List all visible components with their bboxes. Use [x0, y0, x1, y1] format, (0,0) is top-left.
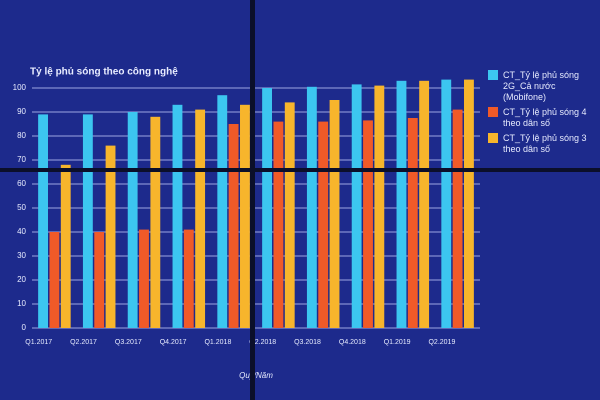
screen-bezel	[0, 168, 600, 172]
bar	[273, 121, 284, 328]
legend-item: CT_Tỷ lệ phủ sóng 3 theo dân số	[488, 133, 598, 155]
bar	[464, 79, 474, 328]
bar	[452, 109, 463, 328]
y-tick-label: 90	[17, 107, 26, 116]
y-tick-label: 80	[17, 131, 26, 140]
bar	[228, 124, 239, 328]
bar	[195, 109, 206, 328]
y-tick-label: 100	[13, 83, 27, 92]
chart-title: Tỷ lệ phủ sóng theo công nghệ	[30, 67, 178, 78]
x-tick-label: Q4.2017	[160, 339, 187, 346]
bar	[329, 100, 340, 328]
x-tick-label: Q2.2017	[70, 339, 97, 346]
bar	[396, 80, 407, 328]
x-tick-label: Q3.2018	[294, 339, 321, 346]
bar	[284, 102, 295, 329]
bar	[306, 86, 317, 328]
bar	[49, 232, 60, 328]
legend-item: CT_Tỷ lệ phủ sóng 4 theo dân số	[488, 107, 598, 129]
bar	[217, 95, 228, 328]
bar	[240, 104, 250, 328]
y-tick-label: 0	[22, 323, 27, 332]
bar	[441, 79, 452, 328]
x-axis-label: Quý/Năm	[239, 371, 273, 380]
legend-label: CT_Tỷ lệ phủ sóng 2G_Cả nước (Mobifone)	[503, 70, 580, 102]
y-tick-label: 20	[17, 275, 26, 284]
bar	[60, 164, 71, 328]
y-tick-label: 40	[17, 227, 26, 236]
legend-swatch	[488, 107, 498, 117]
screen-bezel	[250, 0, 255, 400]
legend-item: CT_Tỷ lệ phủ sóng 2G_Cả nước (Mobifone)	[488, 70, 598, 103]
y-tick-label: 70	[17, 155, 26, 164]
y-tick-label: 10	[17, 299, 26, 308]
legend-swatch	[488, 133, 498, 143]
y-tick-label: 30	[17, 251, 26, 260]
bar	[94, 232, 105, 328]
bar	[407, 118, 418, 328]
bar	[419, 80, 430, 328]
bar	[183, 229, 194, 328]
bar	[139, 229, 149, 328]
legend-swatch	[488, 70, 498, 80]
legend-label: CT_Tỷ lệ phủ sóng 4 theo dân số	[503, 107, 587, 128]
bar	[127, 112, 138, 328]
y-tick-label: 60	[17, 179, 26, 188]
x-tick-label: Q1.2019	[384, 339, 411, 346]
bar	[351, 84, 362, 329]
x-tick-label: Q2.2019	[428, 339, 455, 346]
bar	[318, 121, 329, 328]
x-tick-label: Q4.2018	[339, 339, 366, 346]
bar	[262, 88, 272, 328]
bar	[82, 114, 93, 329]
bar	[150, 116, 161, 328]
x-tick-label: Q1.2018	[204, 339, 231, 346]
bar	[363, 120, 373, 329]
bar	[374, 85, 385, 328]
x-tick-label: Q1.2017	[25, 339, 52, 346]
y-tick-label: 50	[17, 203, 26, 212]
legend: CT_Tỷ lệ phủ sóng 2G_Cả nước (Mobifone) C…	[488, 70, 598, 159]
bar	[105, 145, 116, 328]
bar	[38, 114, 48, 329]
bar	[172, 104, 183, 328]
x-tick-label: Q2.2018	[249, 339, 276, 346]
legend-label: CT_Tỷ lệ phủ sóng 3 theo dân số	[503, 133, 587, 154]
x-tick-label: Q3.2017	[115, 339, 142, 346]
